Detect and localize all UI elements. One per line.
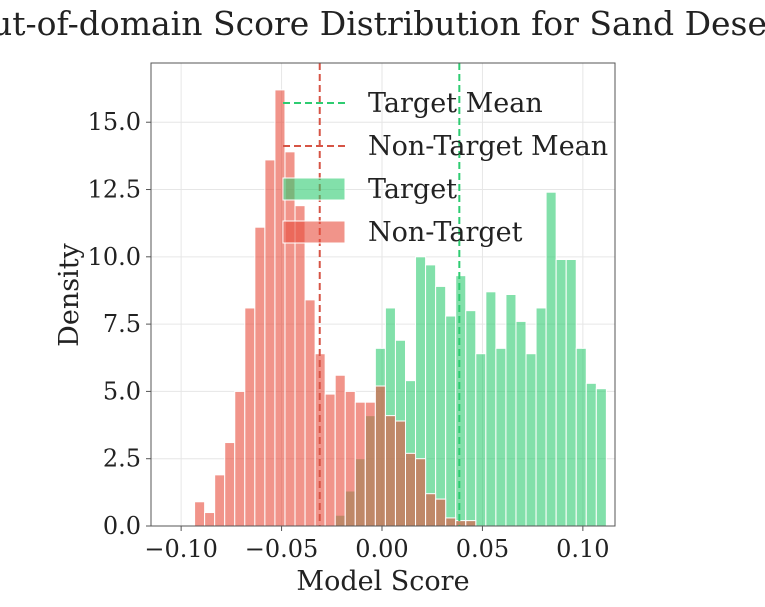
- y-tick-label: 7.5: [103, 310, 141, 338]
- y-tick-label: 10.0: [88, 243, 141, 271]
- bar-target: [516, 321, 526, 526]
- bar-non-target: [426, 494, 436, 526]
- bar-non-target: [335, 375, 345, 526]
- bar-target: [446, 316, 456, 526]
- bar-target: [426, 265, 436, 526]
- bar-target: [546, 192, 556, 526]
- bar-non-target: [205, 513, 215, 526]
- y-tick-label: 0.0: [103, 512, 141, 540]
- y-tick-label: 12.5: [88, 176, 141, 204]
- bar-target: [456, 276, 466, 526]
- bar-non-target: [285, 152, 295, 526]
- bar-non-target: [305, 300, 315, 526]
- bar-non-target: [345, 391, 355, 526]
- x-tick-label: −0.05: [245, 535, 319, 563]
- legend: Target Mean Non-Target Mean Target Non-Targ…: [283, 88, 608, 248]
- legend-label-target: Target: [368, 174, 457, 205]
- bar-target: [556, 260, 566, 526]
- bar-non-target: [195, 502, 205, 526]
- bar-target: [586, 383, 596, 526]
- legend-label-non-target-mean: Non-Target Mean: [368, 131, 608, 162]
- bar-non-target: [245, 308, 255, 526]
- bar-non-target: [405, 453, 415, 526]
- x-tick-label: 0.00: [355, 535, 408, 563]
- legend-swatch-target: [283, 178, 345, 200]
- bar-non-target: [235, 391, 245, 526]
- bar-target: [506, 295, 516, 527]
- bar-target: [566, 260, 576, 526]
- bar-non-target: [375, 386, 385, 526]
- bar-target: [496, 348, 506, 526]
- bar-target: [476, 354, 486, 526]
- bar-non-target: [225, 443, 235, 526]
- x-tick-label: 0.05: [456, 535, 509, 563]
- x-axis-label: Model Score: [296, 566, 469, 597]
- y-tick-label: 15.0: [88, 108, 141, 136]
- bar-non-target: [275, 90, 285, 526]
- bar-target: [576, 348, 586, 526]
- y-axis-label: Density: [54, 242, 85, 346]
- x-tick-label: −0.10: [144, 535, 218, 563]
- x-tick-label: 0.10: [556, 535, 609, 563]
- bar-non-target: [295, 206, 305, 526]
- y-tick-label: 5.0: [103, 377, 141, 405]
- bar-non-target: [456, 521, 466, 526]
- bar-target: [596, 389, 606, 526]
- bar-non-target: [365, 402, 375, 526]
- bar-non-target: [325, 394, 335, 526]
- bar-non-target: [446, 518, 456, 526]
- bar-non-target: [265, 160, 275, 526]
- bar-target: [486, 292, 496, 526]
- bar-non-target: [416, 459, 426, 526]
- y-tick-label: 2.5: [103, 445, 141, 473]
- bar-target: [536, 308, 546, 526]
- bar-target: [436, 286, 446, 526]
- bar-non-target: [466, 521, 476, 526]
- bar-non-target: [215, 475, 225, 526]
- legend-label-target-mean: Target Mean: [368, 88, 543, 119]
- bar-non-target: [395, 421, 405, 526]
- bar-non-target: [385, 416, 395, 526]
- chart-title: Out-of-domain Score Distribution for San…: [0, 4, 765, 43]
- bar-non-target: [255, 227, 265, 526]
- legend-swatch-non-target: [283, 221, 345, 243]
- x-axis-ticks: −0.10 −0.05 0.00 0.05 0.10: [144, 526, 609, 563]
- y-axis-ticks: 0.0 2.5 5.0 7.5 10.0 12.5 15.0: [88, 108, 151, 540]
- bar-non-target: [355, 402, 365, 526]
- legend-label-non-target: Non-Target: [368, 217, 523, 248]
- bar-non-target: [436, 499, 446, 526]
- bar-target: [526, 354, 536, 526]
- bar-target: [466, 311, 476, 526]
